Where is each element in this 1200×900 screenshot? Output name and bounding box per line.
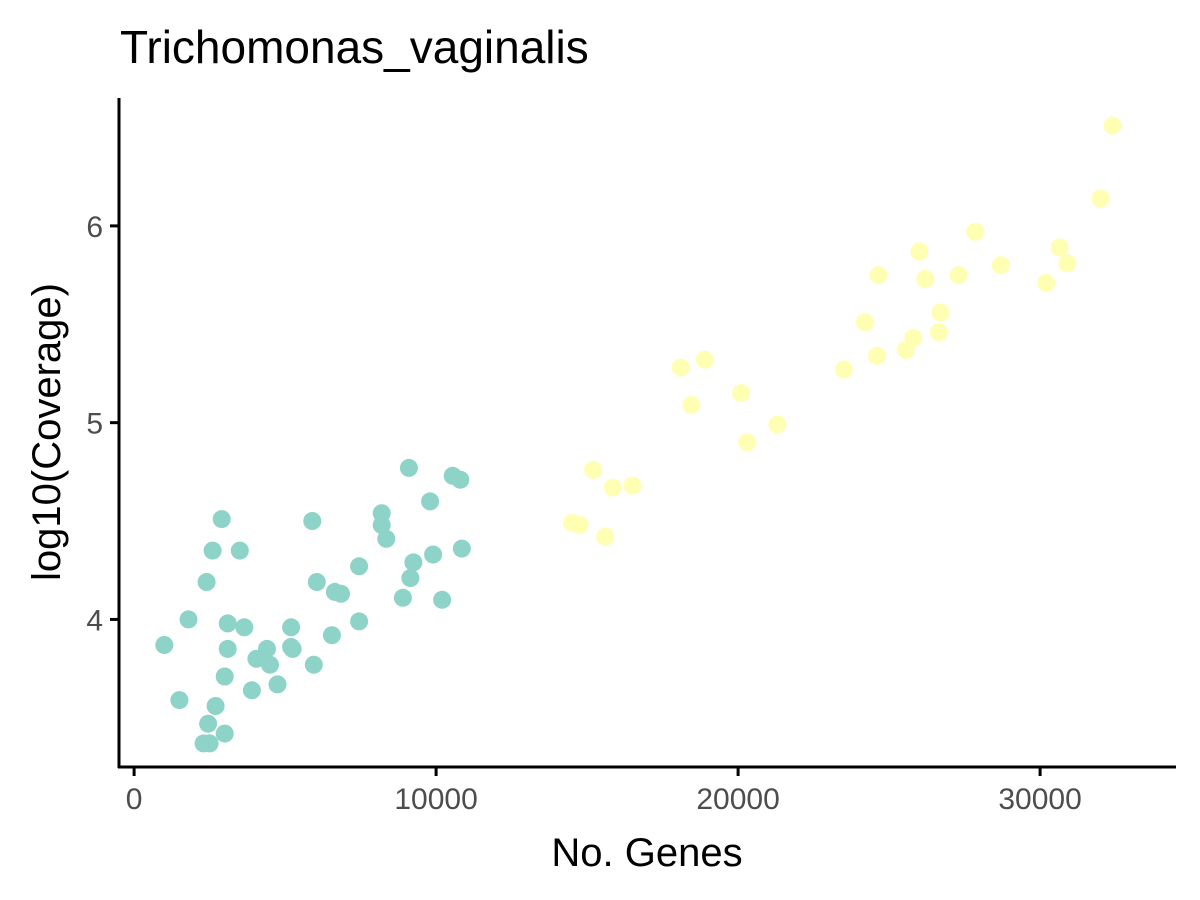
- chart-title: Trichomonas_vaginalis: [120, 21, 589, 73]
- data-point: [732, 384, 751, 403]
- data-point: [451, 470, 470, 489]
- data-point: [1037, 274, 1056, 292]
- x-tick-label: 30000: [998, 783, 1081, 816]
- data-point: [155, 636, 174, 654]
- y-tick-label: 6: [86, 211, 103, 244]
- data-point: [855, 313, 874, 332]
- data-point: [377, 529, 396, 548]
- data-point: [623, 476, 642, 495]
- data-point: [991, 256, 1010, 275]
- data-point: [1058, 254, 1077, 273]
- data-point: [372, 516, 391, 534]
- data-point: [303, 512, 322, 530]
- data-point: [868, 346, 886, 365]
- data-point: [910, 242, 929, 261]
- data-point: [682, 396, 701, 414]
- data-point: [584, 460, 603, 479]
- data-point: [261, 655, 279, 674]
- data-point: [738, 433, 757, 452]
- data-point: [433, 590, 452, 609]
- data-point: [1091, 189, 1110, 208]
- data-point: [268, 675, 287, 694]
- data-point: [1050, 238, 1069, 257]
- data-point: [197, 573, 216, 591]
- data-point: [200, 734, 219, 753]
- data-point: [570, 516, 589, 534]
- data-point: [399, 458, 418, 477]
- data-point: [931, 303, 950, 322]
- data-point: [949, 266, 968, 285]
- data-point: [258, 639, 276, 658]
- data-point: [206, 697, 225, 715]
- data-point: [929, 323, 948, 342]
- y-axis-ticks: 4 5 6: [86, 211, 119, 637]
- x-tick-label: 10000: [394, 783, 477, 816]
- data-point: [424, 545, 443, 564]
- data-point: [218, 614, 237, 633]
- data-point: [179, 610, 198, 629]
- data-point: [282, 618, 301, 637]
- data-point: [215, 724, 234, 743]
- data-point: [966, 222, 985, 241]
- data-point: [170, 691, 189, 710]
- data-point: [768, 415, 787, 434]
- data-point: [401, 569, 420, 588]
- data-point: [307, 573, 326, 591]
- data-point: [230, 541, 249, 560]
- x-axis-ticks: 0 10000 20000 30000: [126, 767, 1082, 816]
- data-point: [235, 618, 254, 637]
- data-point: [404, 553, 423, 572]
- data-point: [212, 510, 231, 529]
- data-point: [1103, 116, 1122, 135]
- plot-area: [155, 116, 1122, 753]
- y-tick-label: 5: [86, 408, 103, 441]
- data-point: [350, 557, 369, 576]
- data-point: [695, 350, 714, 369]
- y-tick-label: 4: [86, 604, 103, 637]
- data-point: [350, 612, 369, 631]
- y-axis-title: log10(Coverage): [25, 283, 69, 581]
- x-tick-label: 0: [126, 783, 143, 816]
- data-point: [203, 541, 222, 560]
- data-point: [393, 588, 412, 607]
- data-point: [834, 360, 853, 379]
- data-point: [421, 492, 440, 511]
- data-point: [596, 527, 615, 546]
- x-tick-label: 20000: [696, 783, 779, 816]
- data-point: [304, 655, 323, 674]
- data-point: [199, 714, 218, 733]
- data-point: [869, 266, 888, 285]
- data-point: [671, 358, 690, 377]
- data-point: [283, 639, 302, 658]
- data-point: [916, 270, 935, 288]
- x-axis-title: No. Genes: [551, 831, 742, 875]
- data-point: [603, 478, 622, 497]
- data-point: [218, 639, 237, 658]
- data-point: [322, 626, 341, 645]
- data-point: [215, 667, 234, 686]
- data-point: [242, 681, 261, 700]
- data-point: [332, 584, 350, 603]
- data-point: [904, 329, 923, 348]
- data-point: [452, 539, 471, 558]
